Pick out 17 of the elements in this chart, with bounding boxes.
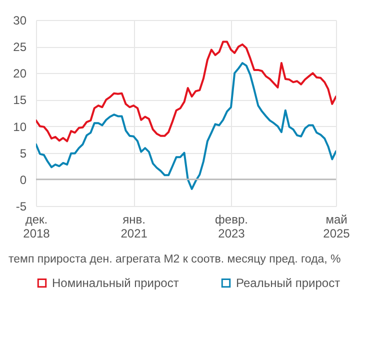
x-tick-label: май 2025 <box>323 212 350 240</box>
y-tick-label: 0 <box>20 172 27 187</box>
legend-label: Реальный прирост <box>236 276 341 290</box>
x-tick-label: янв. 2021 <box>120 212 148 240</box>
y-tick-label: 25 <box>13 40 27 54</box>
line-series <box>36 40 336 142</box>
x-tick-label: дек. 2018 <box>23 212 50 240</box>
y-tick-label: 30 <box>13 14 27 28</box>
line-series <box>36 62 336 190</box>
y-tick-label: 10 <box>13 120 27 134</box>
x-axis-title: темп прироста ден. агрегата М2 к соотв. месяцу пред. года, % <box>8 254 341 266</box>
x-tick-label: февр. 2023 <box>215 212 248 240</box>
y-tick-label: -5 <box>16 200 27 214</box>
y-tick-label: 5 <box>20 146 27 160</box>
y-tick-label: 20 <box>13 66 27 81</box>
y-tick-label: 15 <box>13 93 27 108</box>
legend-label: Номинальный прирост <box>52 276 180 290</box>
